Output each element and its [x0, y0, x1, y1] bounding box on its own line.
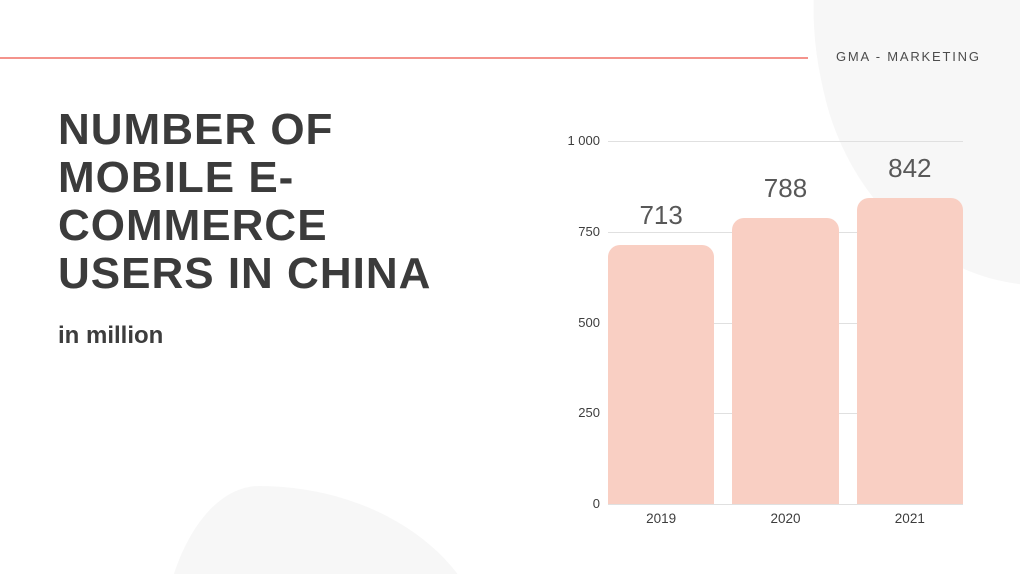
y-axis-tick-label: 1 000	[567, 133, 600, 148]
y-axis-tick-label: 500	[578, 314, 600, 330]
header-accent-line	[0, 57, 808, 59]
y-axis-tick-label: 250	[578, 405, 600, 421]
bar-value-label: 713	[639, 200, 683, 231]
bar-value-label: 842	[888, 153, 932, 184]
gridline-0	[608, 504, 963, 505]
slide-title: NUMBER OF MOBILE E-COMMERCE USERS IN CHI…	[58, 105, 432, 298]
bar-2019	[608, 245, 715, 504]
decorative-blob-bottom-left	[160, 486, 490, 574]
x-axis-tick-label: 2019	[646, 511, 677, 526]
slide-subtitle: in million	[58, 322, 164, 349]
brand-label: GMA - MARKETING	[836, 49, 981, 64]
y-axis-tick-label: 750	[578, 223, 600, 239]
x-axis-tick-label: 2021	[894, 511, 925, 526]
bar-value-label: 788	[763, 172, 808, 203]
x-axis-tick-label: 2020	[770, 511, 801, 526]
y-axis-tick-label: 0	[592, 496, 600, 511]
bar-chart: 0 250 500 750 1 000 713 2019 788 2020 842 2021	[567, 133, 963, 526]
bar-2021	[856, 198, 963, 504]
bar-2020	[732, 217, 839, 504]
gridline-1000	[608, 141, 963, 142]
chart-plot-area: 0 250 500 750 1 000 713 2019 788 2020 842 2021	[567, 133, 963, 526]
